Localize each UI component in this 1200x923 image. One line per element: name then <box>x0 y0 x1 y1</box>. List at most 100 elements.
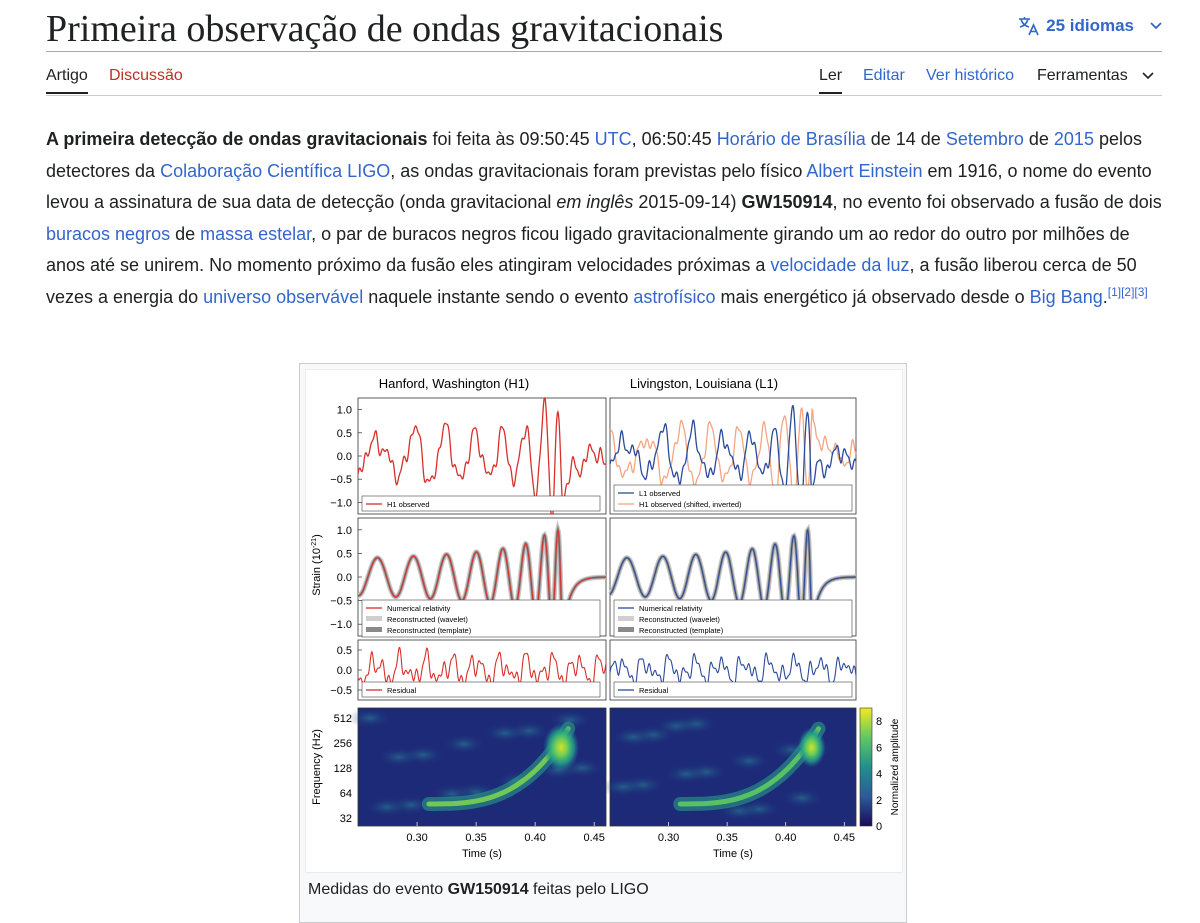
intro-link[interactable]: universo observável <box>203 286 364 307</box>
intro-text: , no evento foi observado a fusão de doi… <box>832 192 1162 212</box>
y-tick-label: 0.0 <box>337 451 352 463</box>
legend-swatch <box>366 627 382 632</box>
spectrogram-noise <box>442 734 486 754</box>
intro-link[interactable]: massa estelar <box>200 223 312 244</box>
chevron-down-icon <box>1142 72 1154 80</box>
translate-icon <box>1019 17 1039 36</box>
intro-link[interactable]: velocidade da luz <box>770 255 910 275</box>
tab-read[interactable]: Ler <box>819 67 843 94</box>
y-tick-label: 0.5 <box>337 428 352 440</box>
intro-link[interactable]: Big Bang <box>1029 286 1103 307</box>
intro-references[interactable]: [1][2][3] <box>1107 284 1148 299</box>
intro-link[interactable]: 2015 <box>1053 129 1094 149</box>
intro-text: , as ondas gravitacionais foram prevista… <box>390 160 807 181</box>
intro-link[interactable]: astrofísico <box>633 286 716 307</box>
spectrogram-noise <box>601 777 645 797</box>
intro-bold-text: GW150914 <box>741 192 833 212</box>
intro-link[interactable]: Colaboração Científica LIGO <box>160 160 391 181</box>
intro-paragraph: A primeira detecção de ondas gravitacion… <box>46 124 1166 313</box>
spectrogram-noise <box>483 723 527 743</box>
legend-label: Numerical relativity <box>387 604 451 613</box>
y-tick-label: 0.0 <box>337 665 352 677</box>
intro-text: . <box>1102 286 1108 307</box>
intro-link[interactable]: Albert Einstein <box>806 160 923 181</box>
figure-image[interactable]: Hanford, Washington (H1) Livingston, Loui… <box>305 369 903 873</box>
legend-swatch <box>366 616 382 621</box>
legend-label: Residual <box>387 686 417 695</box>
intro-text: de <box>1023 129 1054 149</box>
colorbar <box>859 707 873 827</box>
legend-box <box>613 681 853 698</box>
y-tick-label: 32 <box>340 813 352 825</box>
intro-link[interactable]: buracos negros <box>46 223 171 244</box>
intro-bold-text: A primeira detecção de ondas gravitacion… <box>46 129 428 149</box>
x-tick-label: 0.40 <box>524 832 545 844</box>
tab-history[interactable]: Ver histórico <box>926 67 1015 84</box>
x-axis-label: Time (s) <box>713 848 753 860</box>
legend-label: Reconstructed (wavelet) <box>639 615 720 624</box>
tab-discussion[interactable]: Discussão <box>109 67 183 84</box>
y-tick-label: 1.0 <box>337 405 352 417</box>
y-tick-label: 256 <box>334 738 352 750</box>
intro-italic-text: em inglês <box>556 192 634 212</box>
language-selector-button[interactable]: 25 idiomas <box>1018 16 1162 36</box>
spectrogram-noise <box>611 727 655 747</box>
y-tick-label: −1.0 <box>330 497 352 509</box>
y-tick-label: −0.5 <box>330 685 352 697</box>
legend-label: Numerical relativity <box>639 604 703 613</box>
legend-label: Reconstructed (template) <box>387 626 472 635</box>
tools-label: Ferramentas <box>1037 67 1128 84</box>
spectrogram-chirp-track <box>677 726 821 807</box>
intro-text: de 14 de <box>865 129 946 149</box>
spectrogram-noise <box>727 751 771 771</box>
tabs-divider <box>46 95 1162 96</box>
spectrogram-noise <box>780 788 824 808</box>
frequency-axis-label: Frequency (Hz) <box>311 729 323 805</box>
intro-link[interactable]: UTC <box>594 129 632 149</box>
page-title: Primeira observação de ondas gravitacion… <box>46 8 724 50</box>
tools-menu[interactable]: Ferramentas <box>1037 67 1154 85</box>
strain-axis-label: Strain (10-21) <box>311 534 323 596</box>
y-tick-label: 128 <box>334 763 352 775</box>
intro-text: , 06:50:45 <box>631 129 717 149</box>
l1-observed-line <box>609 404 857 507</box>
tab-edit[interactable]: Editar <box>863 67 905 84</box>
intro-link[interactable]: Horário de Brasília <box>716 129 866 149</box>
x-tick-label: 0.30 <box>658 832 679 844</box>
y-tick-label: −1.0 <box>330 619 352 631</box>
x-axis-label: Time (s) <box>462 848 502 860</box>
colorbar-tick-label: 8 <box>876 716 882 728</box>
colorbar-tick-label: 6 <box>876 742 882 754</box>
y-tick-label: 64 <box>340 788 352 800</box>
colorbar-tick-label: 2 <box>876 795 882 807</box>
x-tick-label: 0.45 <box>834 832 855 844</box>
legend-box <box>361 495 601 512</box>
caption-bold-text: GW150914 <box>447 881 529 898</box>
colorbar-tick-label: 0 <box>876 821 882 833</box>
x-tick-label: 0.35 <box>465 832 486 844</box>
spectrogram-chirp-track <box>426 726 571 807</box>
legend-label: Reconstructed (wavelet) <box>387 615 468 624</box>
spectrogram-noise <box>664 764 708 784</box>
gw150914-chart: Hanford, Washington (H1) Livingston, Loui… <box>311 376 901 860</box>
legend-label: H1 observed <box>387 500 430 509</box>
title-divider <box>46 51 1162 52</box>
intro-text: foi feita às 09:50:45 <box>427 129 595 149</box>
intro-text: em 1916, o nome do evento levou a assina… <box>46 160 1152 213</box>
spectrogram-noise <box>654 716 698 736</box>
x-tick-label: 0.35 <box>716 832 737 844</box>
page-tabs: Artigo Discussão Ler Editar Ver históric… <box>46 64 1162 96</box>
y-tick-label: 0.5 <box>337 548 352 560</box>
legend-box <box>613 484 853 512</box>
spectrogram-noise <box>348 708 392 728</box>
intro-text: naquele instante sendo o evento <box>363 286 634 307</box>
intro-text: 2015-09-14) <box>633 192 742 212</box>
intro-text: de <box>170 223 201 244</box>
spectrogram-noise <box>377 747 421 767</box>
intro-link[interactable]: Setembro <box>945 129 1024 149</box>
chevron-down-icon <box>1150 19 1162 33</box>
tab-article[interactable]: Artigo <box>46 67 88 94</box>
column-title-h1: Hanford, Washington (H1) <box>379 376 530 391</box>
x-tick-label: 0.30 <box>406 832 427 844</box>
caption-text: Medidas do evento <box>308 881 448 898</box>
